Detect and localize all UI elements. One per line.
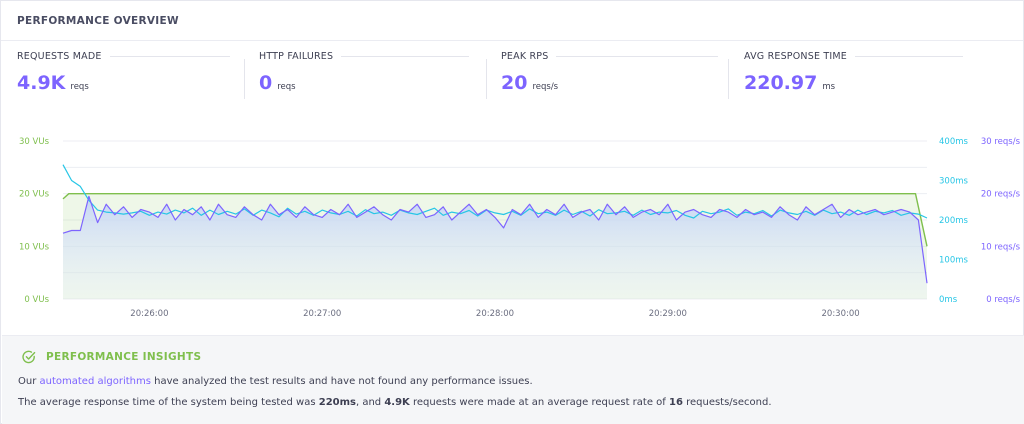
vus-axis-tick-label: 20 VUs	[19, 190, 50, 200]
card-title: PERFORMANCE OVERVIEW	[17, 14, 179, 27]
insights-line-2: The average response time of the system …	[18, 397, 772, 408]
card-header: PERFORMANCE OVERVIEW	[1, 1, 1023, 41]
stat-divider	[486, 59, 487, 99]
rps-axis-tick-label: 20 reqs/s	[981, 190, 1021, 200]
rps-axis-tick-label: 10 reqs/s	[981, 242, 1021, 252]
stat-http-failures: HTTP FAILURES 0 reqs	[259, 51, 470, 94]
stat-value: 220.97	[744, 72, 818, 94]
response_time-axis-tick-label: 0ms	[939, 295, 958, 305]
stat-avg-response-time: AVG RESPONSE TIME 220.97 ms	[744, 51, 963, 94]
rps-axis-tick-label: 0 reqs/s	[986, 295, 1020, 305]
x-axis-tick-label: 20:28:00	[476, 309, 514, 319]
performance-insights: PERFORMANCE INSIGHTS Our automated algor…	[2, 335, 1024, 424]
stat-label: AVG RESPONSE TIME	[744, 51, 847, 62]
stat-unit: reqs	[277, 82, 296, 92]
response_time-axis-tick-label: 300ms	[939, 177, 969, 187]
vus-axis-tick-label: 30 VUs	[19, 137, 50, 147]
text: The average response time of the system …	[18, 397, 319, 408]
vus-axis-tick-label: 0 VUs	[24, 295, 49, 305]
text: requests were made at an average request…	[409, 397, 669, 408]
stats-row: REQUESTS MADE 4.9K reqs HTTP FAILURES 0 …	[17, 51, 977, 111]
text: Our	[18, 376, 40, 387]
response_time-series-line	[62, 164, 928, 219]
x-axis-tick-label: 20:29:00	[649, 309, 687, 319]
stat-requests-made: REQUESTS MADE 4.9K reqs	[17, 51, 230, 94]
vus-series-line	[62, 193, 928, 247]
vus-axis-tick-label: 10 VUs	[19, 242, 50, 252]
x-axis-tick-label: 20:26:00	[130, 309, 168, 319]
stat-divider	[244, 59, 245, 99]
stat-label: PEAK RPS	[501, 51, 549, 62]
response_time-axis-tick-label: 200ms	[939, 216, 969, 226]
text: , and	[355, 397, 385, 408]
rps-area	[63, 196, 927, 299]
x-axis-tick-label: 20:27:00	[303, 309, 341, 319]
stat-peak-rps: PEAK RPS 20 reqs/s	[501, 51, 719, 94]
stat-unit: reqs	[70, 82, 89, 92]
automated-algorithms-link[interactable]: automated algorithms	[39, 376, 151, 387]
rps-axis-tick-label: 30 reqs/s	[981, 137, 1021, 147]
stat-label: REQUESTS MADE	[17, 51, 102, 62]
x-axis-tick-label: 20:30:00	[822, 309, 860, 319]
rps-series-line	[62, 195, 928, 284]
stat-unit: reqs/s	[532, 82, 559, 92]
stat-label: HTTP FAILURES	[259, 51, 334, 62]
stat-unit: ms	[822, 82, 836, 92]
stat-value: 0	[259, 72, 273, 94]
response_time-axis-tick-label: 100ms	[939, 256, 969, 266]
text: requests/second.	[682, 397, 772, 408]
insights-line-1: Our automated algorithms have analyzed t…	[18, 376, 533, 387]
avg-rps-value: 16	[668, 397, 683, 408]
check-circle-icon	[22, 350, 36, 364]
avg-response-value: 220ms	[318, 397, 356, 408]
stat-value: 20	[501, 72, 528, 94]
insights-title: PERFORMANCE INSIGHTS	[46, 351, 202, 363]
stat-value: 4.9K	[17, 72, 66, 94]
stat-divider	[728, 59, 729, 99]
requests-value: 4.9K	[384, 397, 410, 408]
response_time-axis-tick-label: 400ms	[939, 137, 969, 147]
text: have analyzed the test results and have …	[150, 376, 533, 387]
performance-chart: 0 VUs 10 VUs 20 VUs 30 VUs 0ms 100ms 200ms 300m…	[19, 137, 1021, 319]
